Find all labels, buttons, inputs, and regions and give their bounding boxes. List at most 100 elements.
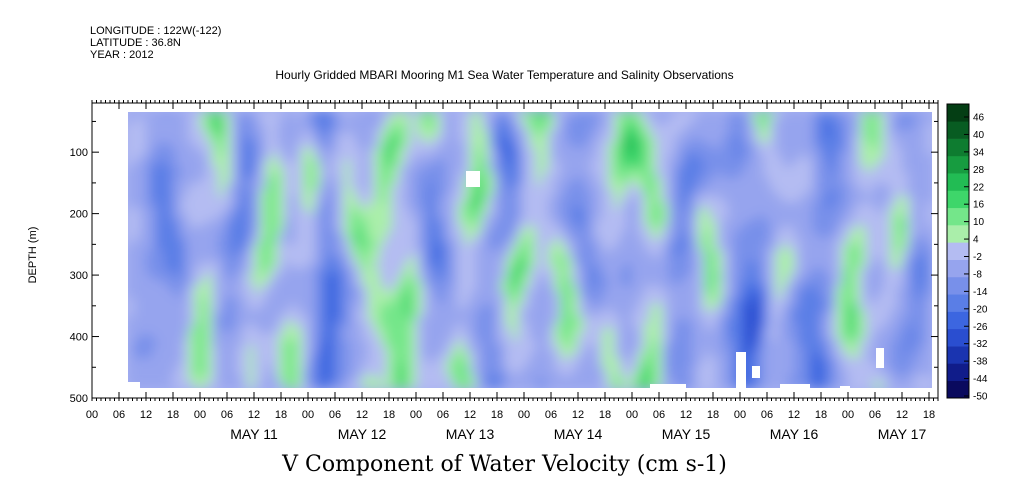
field-cell xyxy=(554,196,561,203)
field-cell xyxy=(248,232,255,239)
field-cell xyxy=(812,268,819,275)
field-cell xyxy=(398,226,405,233)
field-cell xyxy=(680,274,687,281)
field-cell xyxy=(158,112,165,119)
field-cell xyxy=(452,274,459,281)
field-cell xyxy=(464,208,471,215)
field-cell xyxy=(620,268,627,275)
field-cell xyxy=(638,136,645,143)
field-cell xyxy=(692,124,699,131)
field-cell xyxy=(716,226,723,233)
field-cell xyxy=(926,172,932,179)
field-cell xyxy=(740,178,747,185)
field-cell xyxy=(200,214,207,221)
field-cell xyxy=(152,154,159,161)
field-cell xyxy=(230,130,237,137)
field-cell xyxy=(368,172,375,179)
field-cell xyxy=(368,184,375,191)
field-cell xyxy=(170,154,177,161)
field-cell xyxy=(470,286,477,293)
field-cell xyxy=(710,226,717,233)
field-cell xyxy=(320,274,327,281)
field-cell xyxy=(146,118,153,125)
field-cell xyxy=(896,148,903,155)
field-cell xyxy=(326,148,333,155)
field-cell xyxy=(296,124,303,131)
field-cell xyxy=(680,172,687,179)
field-cell xyxy=(872,268,879,275)
field-cell xyxy=(332,112,339,119)
field-cell xyxy=(344,190,351,197)
field-cell xyxy=(572,142,579,149)
field-cell xyxy=(926,112,932,119)
field-cell xyxy=(290,142,297,149)
field-cell xyxy=(818,316,825,323)
field-cell xyxy=(422,304,429,311)
field-cell xyxy=(608,232,615,239)
field-cell xyxy=(506,316,513,323)
field-cell xyxy=(740,238,747,245)
field-cell xyxy=(452,310,459,317)
field-cell xyxy=(200,232,207,239)
field-cell xyxy=(446,322,453,329)
field-cell xyxy=(818,328,825,335)
field-cell xyxy=(920,220,927,227)
field-cell xyxy=(704,166,711,173)
field-cell xyxy=(242,322,249,329)
field-cell xyxy=(914,316,921,323)
field-cell xyxy=(554,166,561,173)
field-cell xyxy=(722,172,729,179)
field-cell xyxy=(374,256,381,263)
field-cell xyxy=(728,166,735,173)
field-cell xyxy=(848,208,855,215)
field-cell xyxy=(866,202,873,209)
field-cell xyxy=(452,112,459,119)
field-cell xyxy=(158,316,165,323)
field-cell xyxy=(314,202,321,209)
field-cell xyxy=(380,220,387,227)
field-cell xyxy=(392,166,399,173)
field-cell xyxy=(926,286,932,293)
field-cell xyxy=(344,268,351,275)
field-cell xyxy=(668,244,675,251)
field-cell xyxy=(248,238,255,245)
field-cell xyxy=(794,226,801,233)
field-cell xyxy=(170,202,177,209)
field-cell xyxy=(128,262,135,269)
field-cell xyxy=(176,268,183,275)
field-cell xyxy=(146,268,153,275)
field-cell xyxy=(410,226,417,233)
field-cell xyxy=(788,178,795,185)
field-cell xyxy=(452,262,459,269)
field-cell xyxy=(158,208,165,215)
field-cell xyxy=(890,298,897,305)
field-cell xyxy=(242,268,249,275)
field-cell xyxy=(740,274,747,281)
field-cell xyxy=(536,112,543,119)
field-cell xyxy=(350,136,357,143)
field-cell xyxy=(302,184,309,191)
field-cell xyxy=(590,118,597,125)
field-cell xyxy=(140,268,147,275)
field-cell xyxy=(518,292,525,299)
field-cell xyxy=(146,322,153,329)
field-cell xyxy=(842,202,849,209)
field-cell xyxy=(602,298,609,305)
field-cell xyxy=(644,250,651,257)
field-cell xyxy=(674,130,681,137)
field-cell xyxy=(758,160,765,167)
field-cell xyxy=(236,208,243,215)
field-cell xyxy=(722,178,729,185)
field-cell xyxy=(716,322,723,329)
field-cell xyxy=(140,190,147,197)
field-cell xyxy=(200,202,207,209)
field-cell xyxy=(854,118,861,125)
field-cell xyxy=(536,154,543,161)
field-cell xyxy=(914,184,921,191)
field-cell xyxy=(170,124,177,131)
field-cell xyxy=(374,298,381,305)
field-cell xyxy=(452,184,459,191)
field-cell xyxy=(374,154,381,161)
field-cell xyxy=(320,310,327,317)
field-cell xyxy=(698,154,705,161)
